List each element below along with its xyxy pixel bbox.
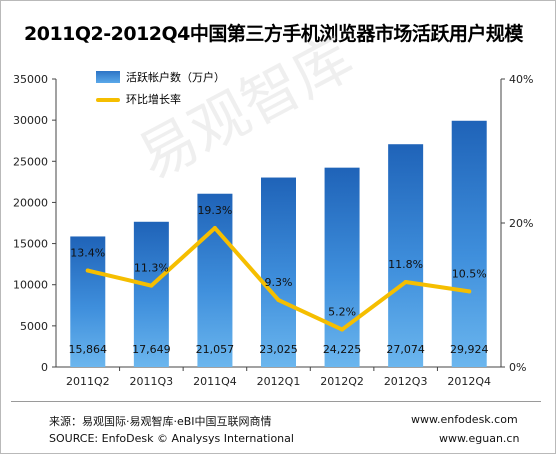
legend-bar-swatch — [96, 71, 120, 83]
footer-divider — [11, 401, 541, 402]
bar-value-label: 23,025 — [259, 343, 298, 356]
bar — [388, 144, 424, 367]
y-left-tick-label: 10000 — [13, 279, 48, 292]
x-tick-label: 2011Q4 — [193, 375, 237, 388]
bar-value-label: 21,057 — [196, 343, 235, 356]
bar — [324, 167, 360, 367]
legend-line-label: 环比增长率 — [126, 93, 181, 106]
y-left-tick-label: 15000 — [13, 238, 48, 251]
bars-layer — [70, 120, 487, 368]
growth-value-label: 11.3% — [134, 262, 169, 275]
growth-value-label: 19.3% — [197, 204, 232, 217]
y-right-tick-label: 0% — [509, 361, 526, 374]
bar-value-label: 24,225 — [323, 343, 362, 356]
growth-point — [340, 327, 345, 332]
data-labels-layer: 15,864 17,649 21,057 23,025 24,225 27,074 29,9… — [69, 204, 489, 356]
y-right-tick-label: 20% — [509, 217, 533, 230]
growth-point — [212, 226, 217, 231]
y-left-tick-label: 0 — [41, 361, 48, 374]
y-left-tick-label: 25000 — [13, 155, 48, 168]
bar — [70, 236, 106, 367]
bar — [133, 221, 169, 367]
growth-value-label: 11.8% — [388, 258, 423, 271]
footer-source-en: SOURCE: EnfoDesk © Analysys Internationa… — [49, 432, 294, 445]
axes-layer: 0 5000 10000 15000 20000 25000 30000 35000 0% 20%… — [13, 73, 533, 388]
footer-source-cn: 来源：易观国际·易观智库·eBI中国互联网商情 — [49, 415, 272, 428]
y-left-tick-label: 30000 — [13, 114, 48, 127]
bar-value-label: 15,864 — [69, 343, 108, 356]
growth-value-label: 5.2% — [328, 306, 356, 319]
y-left-tick-label: 35000 — [13, 73, 48, 86]
x-tick-label: 2012Q4 — [447, 375, 491, 388]
footer-url-eguan[interactable]: www.eguan.cn — [439, 432, 520, 445]
bar — [261, 177, 296, 367]
growth-point — [149, 283, 154, 288]
legend-item-bars: 活跃帐户数（万户） — [96, 66, 225, 88]
growth-point — [403, 280, 408, 285]
footer-url-enfodesk[interactable]: www.enfodesk.com — [411, 413, 518, 426]
growth-line-layer — [85, 226, 472, 332]
legend-bar-label: 活跃帐户数（万户） — [126, 71, 225, 84]
y-right-tick-label: 40% — [509, 73, 533, 86]
bar — [197, 193, 233, 367]
growth-point — [467, 289, 472, 294]
legend-item-line: 环比增长率 — [96, 88, 225, 110]
legend-line-swatch — [96, 97, 120, 102]
chart-title: 2011Q2-2012Q4中国第三方手机浏览器市场活跃用户规模 — [24, 23, 523, 45]
y-left-tick-label: 20000 — [13, 196, 48, 209]
bar-value-label: 29,924 — [450, 343, 489, 356]
legend: 活跃帐户数（万户） 环比增长率 — [96, 66, 225, 110]
growth-value-label: 13.4% — [70, 247, 105, 260]
x-tick-label: 2011Q2 — [66, 375, 110, 388]
x-tick-label: 2012Q2 — [320, 375, 364, 388]
bar — [451, 120, 487, 368]
x-tick-label: 2012Q3 — [384, 375, 428, 388]
bar-value-label: 17,649 — [132, 343, 171, 356]
bar-value-label: 27,074 — [386, 343, 425, 356]
growth-value-label: 10.5% — [452, 267, 487, 280]
growth-point — [276, 298, 281, 303]
growth-point — [85, 268, 90, 273]
x-tick-label: 2012Q1 — [257, 375, 301, 388]
x-tick-label: 2011Q3 — [130, 375, 174, 388]
y-left-tick-label: 5000 — [20, 320, 48, 333]
growth-value-label: 9.3% — [265, 276, 293, 289]
